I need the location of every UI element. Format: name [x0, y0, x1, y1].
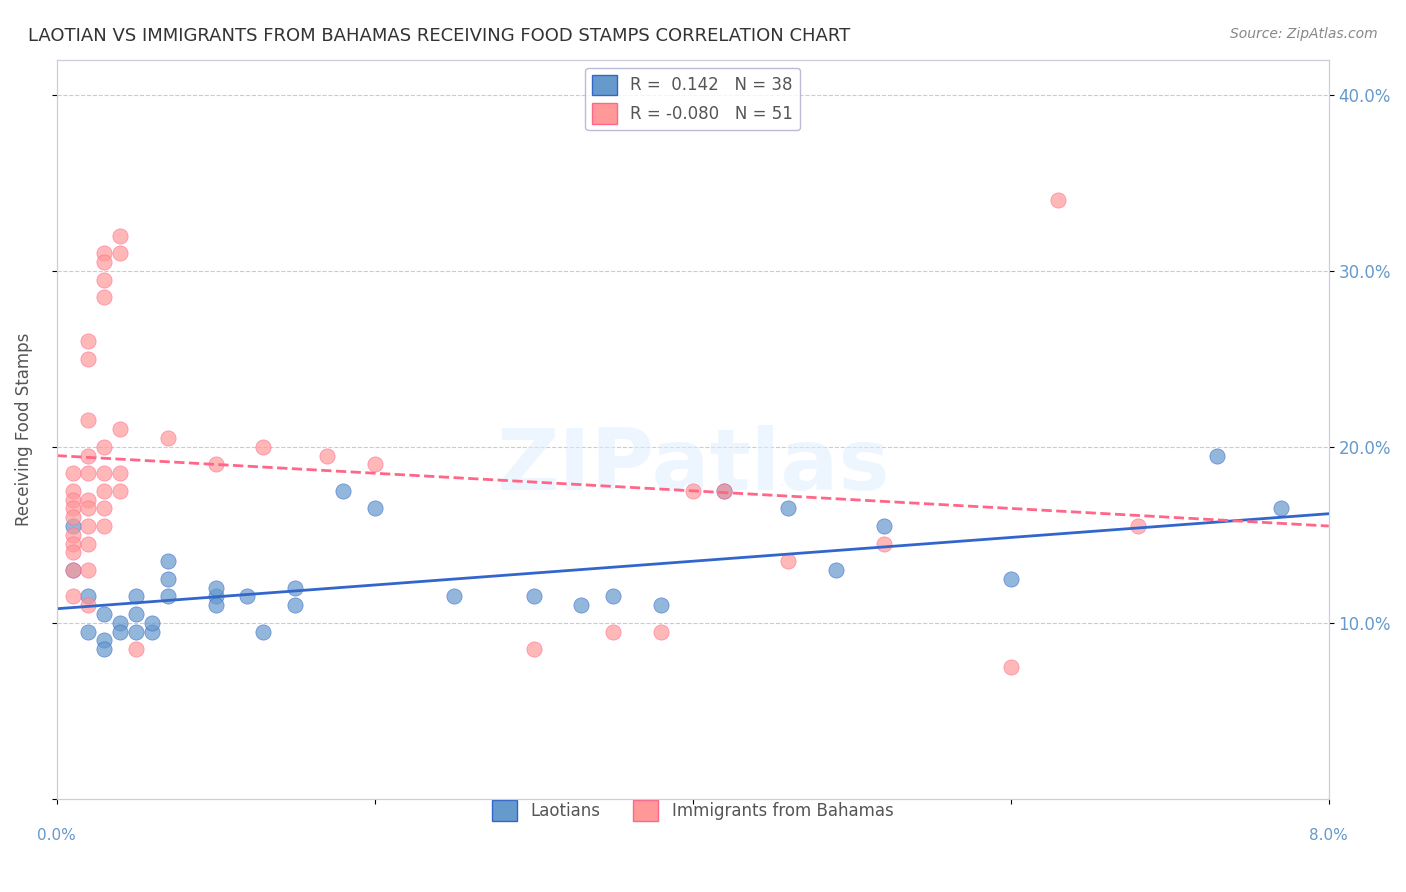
Point — [77, 519, 100, 533]
Point — [93, 501, 115, 516]
Point — [1270, 501, 1292, 516]
Point — [650, 624, 672, 639]
Point — [62, 536, 84, 550]
Point — [204, 599, 226, 613]
Point — [110, 624, 132, 639]
Point — [252, 624, 274, 639]
Point — [93, 272, 115, 286]
Point — [363, 458, 385, 472]
Point — [1000, 572, 1022, 586]
Point — [125, 624, 148, 639]
Point — [204, 458, 226, 472]
Point — [77, 563, 100, 577]
Point — [93, 607, 115, 621]
Point — [156, 431, 179, 445]
Point — [62, 528, 84, 542]
Point — [204, 581, 226, 595]
Point — [62, 545, 84, 559]
Point — [125, 607, 148, 621]
Point — [77, 449, 100, 463]
Point — [110, 483, 132, 498]
Point — [77, 590, 100, 604]
Point — [650, 599, 672, 613]
Point — [77, 351, 100, 366]
Point — [713, 483, 735, 498]
Point — [284, 599, 307, 613]
Point — [77, 467, 100, 481]
Point — [778, 554, 800, 568]
Point — [62, 563, 84, 577]
Point — [110, 615, 132, 630]
Point — [93, 642, 115, 657]
Point — [77, 536, 100, 550]
Point — [523, 590, 546, 604]
Point — [236, 590, 259, 604]
Point — [443, 590, 465, 604]
Point — [93, 483, 115, 498]
Point — [284, 581, 307, 595]
Text: ZIPatlas: ZIPatlas — [496, 425, 890, 508]
Legend: Laotians, Immigrants from Bahamas: Laotians, Immigrants from Bahamas — [485, 794, 900, 828]
Point — [569, 599, 592, 613]
Point — [77, 624, 100, 639]
Point — [93, 255, 115, 269]
Point — [77, 334, 100, 349]
Text: 8.0%: 8.0% — [1309, 829, 1348, 844]
Point — [252, 440, 274, 454]
Point — [62, 492, 84, 507]
Point — [332, 483, 354, 498]
Point — [93, 467, 115, 481]
Point — [713, 483, 735, 498]
Point — [62, 563, 84, 577]
Y-axis label: Receiving Food Stamps: Receiving Food Stamps — [15, 333, 32, 526]
Text: Source: ZipAtlas.com: Source: ZipAtlas.com — [1230, 27, 1378, 41]
Point — [125, 590, 148, 604]
Point — [77, 501, 100, 516]
Point — [523, 642, 546, 657]
Point — [125, 642, 148, 657]
Point — [156, 572, 179, 586]
Point — [62, 590, 84, 604]
Point — [110, 228, 132, 243]
Point — [62, 519, 84, 533]
Text: 0.0%: 0.0% — [37, 829, 76, 844]
Point — [363, 501, 385, 516]
Point — [1000, 660, 1022, 674]
Point — [1206, 449, 1229, 463]
Point — [204, 590, 226, 604]
Point — [93, 246, 115, 260]
Point — [93, 633, 115, 648]
Point — [141, 615, 163, 630]
Point — [62, 483, 84, 498]
Point — [110, 422, 132, 436]
Point — [93, 290, 115, 304]
Point — [110, 246, 132, 260]
Point — [824, 563, 846, 577]
Point — [62, 510, 84, 524]
Text: LAOTIAN VS IMMIGRANTS FROM BAHAMAS RECEIVING FOOD STAMPS CORRELATION CHART: LAOTIAN VS IMMIGRANTS FROM BAHAMAS RECEI… — [28, 27, 851, 45]
Point — [62, 501, 84, 516]
Point — [872, 536, 894, 550]
Point — [77, 492, 100, 507]
Point — [77, 599, 100, 613]
Point — [62, 467, 84, 481]
Point — [156, 554, 179, 568]
Point — [316, 449, 339, 463]
Point — [682, 483, 704, 498]
Point — [602, 590, 624, 604]
Point — [1047, 194, 1070, 208]
Point — [872, 519, 894, 533]
Point — [77, 413, 100, 427]
Point — [1126, 519, 1149, 533]
Point — [93, 440, 115, 454]
Point — [156, 590, 179, 604]
Point — [93, 519, 115, 533]
Point — [778, 501, 800, 516]
Point — [110, 467, 132, 481]
Point — [602, 624, 624, 639]
Point — [141, 624, 163, 639]
